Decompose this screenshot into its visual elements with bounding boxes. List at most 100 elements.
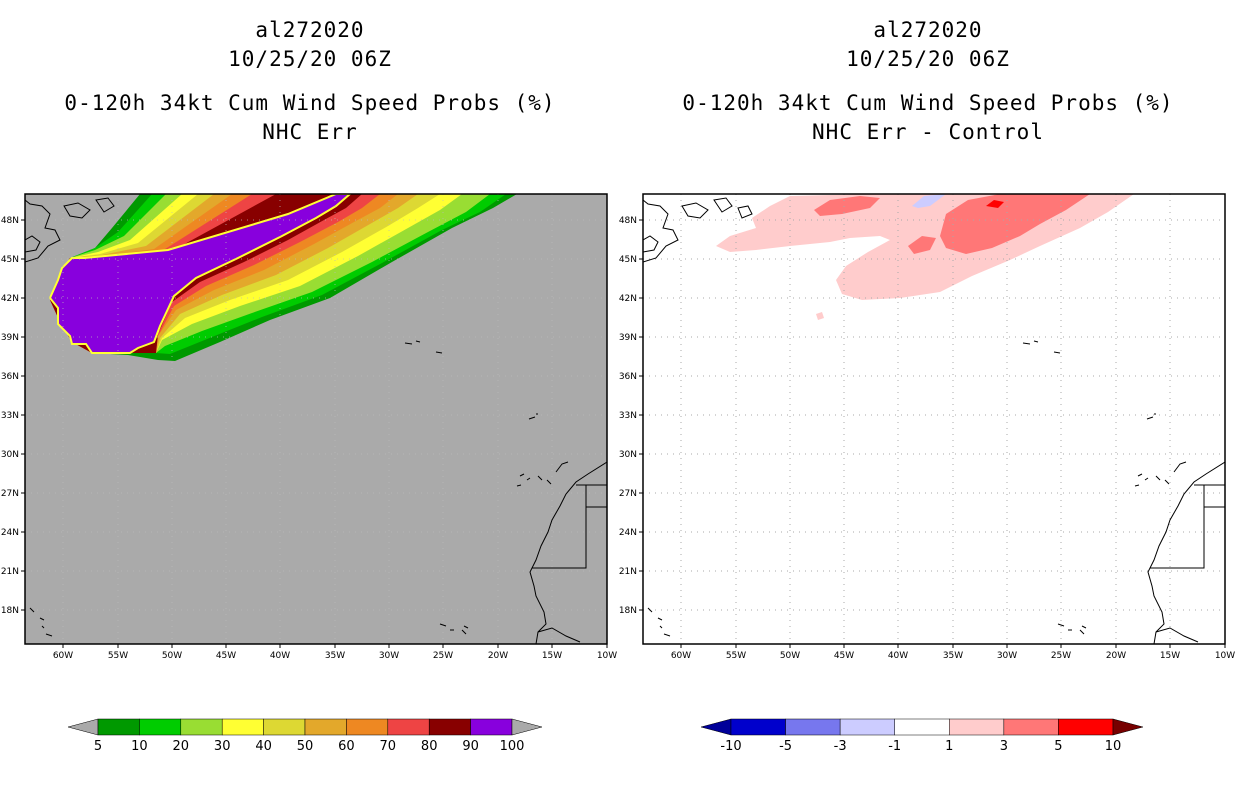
left-datetime: 10/25/20 06Z xyxy=(228,47,392,71)
right-colorbar-swatch xyxy=(1058,718,1114,736)
right-lat-label: 18N xyxy=(619,606,637,616)
right-colorbar-swatch xyxy=(785,718,841,736)
left-colorbar-label: 80 xyxy=(421,739,438,754)
right-lon-label: 10W xyxy=(1215,651,1235,661)
right-storm-id: al272020 xyxy=(873,18,983,42)
left-colorbar-swatch xyxy=(97,718,140,736)
right-lon-label: 35W xyxy=(943,651,963,661)
left-prob-core-100 xyxy=(48,194,352,354)
left-colorbar: 5 10 20 30 40 50 60 70 80 90 100 xyxy=(67,718,543,754)
right-colorbar-label: 3 xyxy=(1000,739,1008,754)
right-diff-3to5-b xyxy=(814,196,880,216)
left-colorbar-label: 60 xyxy=(338,739,355,754)
right-lat-label: 48N xyxy=(619,216,637,226)
left-map xyxy=(24,193,608,645)
right-lon-label: 30W xyxy=(997,651,1017,661)
left-lat-label: 18N xyxy=(1,606,19,616)
right-lon-label: 50W xyxy=(780,651,800,661)
right-colorbar-label: 1 xyxy=(945,739,953,754)
left-colorbar-label: 5 xyxy=(94,739,102,754)
right-lon-label: 15W xyxy=(1160,651,1180,661)
left-lon-label: 15W xyxy=(542,651,562,661)
right-colorbar-label: -5 xyxy=(779,739,792,754)
right-lat-label: 24N xyxy=(619,528,637,538)
left-lat-label: 48N xyxy=(1,216,19,226)
left-lon-label: 35W xyxy=(325,651,345,661)
left-colorbar-label: 10 xyxy=(131,739,148,754)
right-colorbar-label: 10 xyxy=(1105,739,1122,754)
right-colorbar-swatch xyxy=(949,718,1005,736)
left-colorbar-swatch xyxy=(346,718,389,736)
left-colorbar-label: 50 xyxy=(297,739,314,754)
left-colorbar-label: 90 xyxy=(462,739,479,754)
left-lon-label: 10W xyxy=(597,651,617,661)
left-product-title: 0-120h 34kt Cum Wind Speed Probs (%) xyxy=(64,91,556,115)
right-colorbar-below-arrow xyxy=(700,718,732,736)
left-colorbar-below-arrow xyxy=(67,718,99,736)
left-lat-label: 27N xyxy=(1,489,19,499)
left-lon-label: 25W xyxy=(433,651,453,661)
left-map-frame xyxy=(24,193,608,645)
right-colorbar-above-arrow xyxy=(1112,718,1144,736)
left-field-title: NHC Err xyxy=(262,120,358,144)
right-lat-label: 30N xyxy=(619,450,637,460)
right-colorbar-label: -10 xyxy=(720,739,741,754)
left-colorbar-swatch xyxy=(263,718,306,736)
right-diff-1to3-speck xyxy=(816,312,824,320)
right-lon-label: 40W xyxy=(888,651,908,661)
right-diff-3to5-c xyxy=(908,236,936,254)
left-colorbar-swatch xyxy=(221,718,264,736)
left-colorbar-swatch xyxy=(304,718,347,736)
left-colorbar-label: 70 xyxy=(380,739,397,754)
right-product-title: 0-120h 34kt Cum Wind Speed Probs (%) xyxy=(682,91,1174,115)
right-lat-label: 33N xyxy=(619,411,637,421)
right-lat-label: 39N xyxy=(619,333,637,343)
left-coastlines xyxy=(25,197,607,644)
left-lat-label: 39N xyxy=(1,333,19,343)
left-lon-label: 40W xyxy=(270,651,290,661)
left-lon-label: 50W xyxy=(162,651,182,661)
left-storm-id: al272020 xyxy=(255,18,365,42)
right-colorbar-swatch xyxy=(894,718,950,736)
left-lon-label: 20W xyxy=(488,651,508,661)
left-colorbar-swatch xyxy=(428,718,471,736)
right-field-title: NHC Err - Control xyxy=(812,120,1044,144)
right-colorbar-label: 5 xyxy=(1054,739,1062,754)
left-colorbar-label: 20 xyxy=(173,739,190,754)
right-lon-label: 25W xyxy=(1051,651,1071,661)
right-lon-label: 45W xyxy=(834,651,854,661)
left-lat-label: 45N xyxy=(1,255,19,265)
right-colorbar-label: -3 xyxy=(834,739,847,754)
left-lon-label: 60W xyxy=(53,651,73,661)
right-colorbar-swatch xyxy=(1003,718,1059,736)
left-lon-label: 55W xyxy=(108,651,128,661)
right-diff-neg xyxy=(912,194,946,208)
right-lon-label: 60W xyxy=(671,651,691,661)
left-lon-label: 30W xyxy=(379,651,399,661)
right-diff-3to5-a xyxy=(940,194,1090,254)
left-colorbar-swatch xyxy=(180,718,223,736)
right-colorbar-label: -1 xyxy=(888,739,901,754)
left-lat-label: 36N xyxy=(1,372,19,382)
left-lon-label: 45W xyxy=(216,651,236,661)
left-colorbar-swatch xyxy=(387,718,430,736)
right-colorbar-swatch xyxy=(730,718,786,736)
left-colorbar-label: 30 xyxy=(214,739,231,754)
left-lat-label: 21N xyxy=(1,567,19,577)
left-colorbar-swatch xyxy=(470,718,513,736)
right-lon-label: 55W xyxy=(726,651,746,661)
left-lat-label: 24N xyxy=(1,528,19,538)
left-colorbar-above-arrow xyxy=(511,718,543,736)
left-lat-label: 30N xyxy=(1,450,19,460)
right-lat-label: 21N xyxy=(619,567,637,577)
left-colorbar-label: 100 xyxy=(500,739,525,754)
right-coastlines xyxy=(643,197,1225,644)
right-datetime: 10/25/20 06Z xyxy=(846,47,1010,71)
right-diff-5to10 xyxy=(986,200,1004,208)
right-lat-label: 36N xyxy=(619,372,637,382)
left-lat-label: 42N xyxy=(1,294,19,304)
left-colorbar-swatch xyxy=(139,718,182,736)
right-lat-label: 27N xyxy=(619,489,637,499)
right-lat-label: 45N xyxy=(619,255,637,265)
right-colorbar-swatch xyxy=(839,718,895,736)
